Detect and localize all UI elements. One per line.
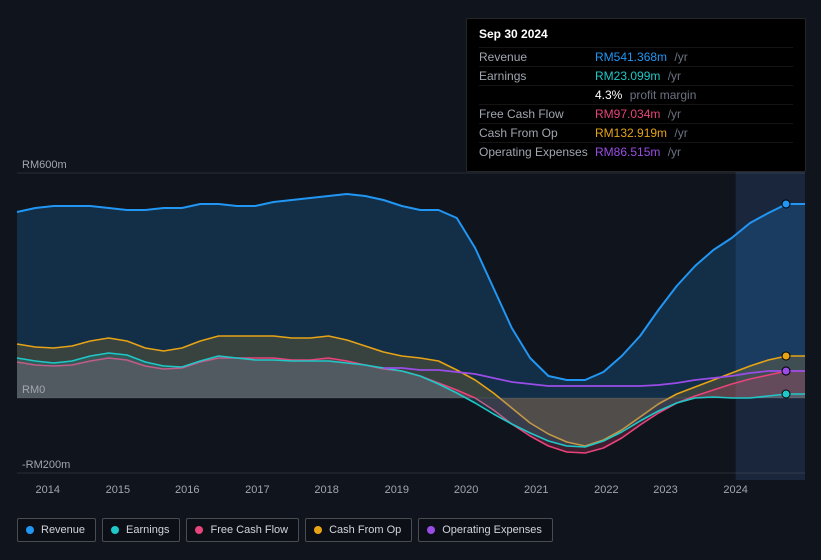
- legend-item-earnings[interactable]: Earnings: [102, 518, 180, 542]
- y-axis-label: RM0: [22, 384, 45, 396]
- tooltip-label: Revenue: [479, 50, 595, 64]
- legend-item-revenue[interactable]: Revenue: [17, 518, 96, 542]
- tooltip-row: Operating ExpensesRM86.515m /yr: [479, 142, 793, 161]
- x-axis: 2014 2015 2016 2017 2018 2019 2020 2021 2022 2023…: [17, 484, 805, 500]
- tooltip-row: Cash From OpRM132.919m /yr: [479, 123, 793, 142]
- legend-label: Cash From Op: [329, 524, 401, 536]
- tooltip-row: 4.3% profit margin: [479, 85, 793, 104]
- x-axis-label: 2019: [385, 484, 409, 496]
- tooltip-label: Cash From Op: [479, 126, 595, 140]
- tooltip-row: RevenueRM541.368m /yr: [479, 47, 793, 66]
- x-axis-label: 2018: [314, 484, 338, 496]
- legend-dot: [26, 526, 34, 534]
- x-axis-label: 2024: [723, 484, 747, 496]
- y-axis-label: -RM200m: [22, 459, 70, 471]
- tooltip-row: Free Cash FlowRM97.034m /yr: [479, 104, 793, 123]
- x-axis-label: 2023: [653, 484, 677, 496]
- legend-dot: [314, 526, 322, 534]
- legend-item-free-cash-flow[interactable]: Free Cash Flow: [186, 518, 299, 542]
- tooltip-value: 4.3% profit margin: [595, 88, 696, 102]
- tooltip-value: RM132.919m /yr: [595, 126, 688, 140]
- financial-chart[interactable]: RM600m RM0 -RM200m: [0, 158, 821, 480]
- x-axis-label: 2021: [524, 484, 548, 496]
- legend-item-cash-from-op[interactable]: Cash From Op: [305, 518, 412, 542]
- tooltip-value: RM23.099m /yr: [595, 69, 681, 83]
- tooltip-value: RM541.368m /yr: [595, 50, 688, 64]
- legend-dot: [195, 526, 203, 534]
- hover-tooltip: Sep 30 2024 RevenueRM541.368m /yrEarning…: [466, 18, 806, 172]
- tooltip-value: RM86.515m /yr: [595, 145, 681, 159]
- tooltip-label: Free Cash Flow: [479, 107, 595, 121]
- legend-item-operating-expenses[interactable]: Operating Expenses: [418, 518, 553, 542]
- tooltip-date: Sep 30 2024: [479, 27, 793, 45]
- x-axis-label: 2022: [594, 484, 618, 496]
- tooltip-label: Earnings: [479, 69, 595, 83]
- x-axis-label: 2020: [454, 484, 478, 496]
- legend: Revenue Earnings Free Cash Flow Cash From O…: [17, 518, 553, 542]
- x-axis-label: 2017: [245, 484, 269, 496]
- tooltip-value: RM97.034m /yr: [595, 107, 681, 121]
- tooltip-label: [479, 88, 595, 102]
- x-axis-label: 2015: [106, 484, 130, 496]
- legend-label: Operating Expenses: [442, 524, 542, 536]
- legend-dot: [111, 526, 119, 534]
- x-axis-label: 2016: [175, 484, 199, 496]
- legend-dot: [427, 526, 435, 534]
- tooltip-row: EarningsRM23.099m /yr: [479, 66, 793, 85]
- tooltip-label: Operating Expenses: [479, 145, 595, 159]
- chart-canvas: [0, 158, 821, 480]
- legend-label: Revenue: [41, 524, 85, 536]
- y-axis-label: RM600m: [22, 159, 67, 171]
- legend-label: Free Cash Flow: [210, 524, 288, 536]
- legend-label: Earnings: [126, 524, 169, 536]
- x-axis-label: 2014: [35, 484, 59, 496]
